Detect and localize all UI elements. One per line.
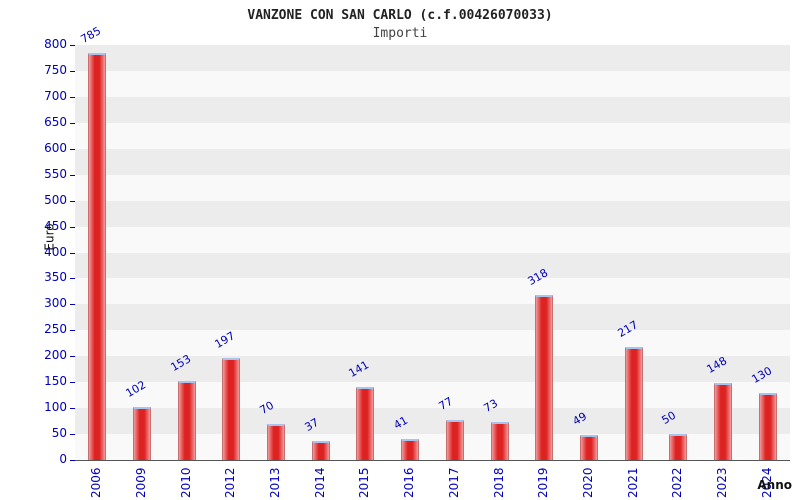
x-axis: 2006 2009 2010 2012 2013 2014 2015 2016 2017 2018…: [75, 462, 790, 500]
x-tick-label: 2006: [89, 467, 104, 498]
x-tick-label: 2013: [268, 467, 283, 498]
y-tick-mark: [70, 382, 75, 384]
bar-2006: [88, 52, 107, 460]
grid-band: [75, 45, 790, 71]
y-tick-mark: [70, 45, 75, 46]
y-tick-mark: [70, 434, 75, 436]
grid-band: [75, 330, 790, 357]
y-tick-label: 200: [44, 348, 67, 363]
y-tick-mark: [70, 70, 75, 72]
grid-band: [75, 96, 790, 123]
x-tick-label: 2020: [580, 467, 595, 498]
x-tick-label: 2017: [446, 467, 461, 498]
y-tick-label: 50: [51, 426, 67, 441]
bar-2023: [713, 383, 732, 460]
y-tick-mark: [70, 304, 75, 306]
y-tick-mark: [70, 122, 75, 124]
x-tick-label: 2014: [312, 467, 327, 498]
y-tick-label: 100: [44, 400, 67, 415]
y-tick-label: 350: [44, 270, 67, 285]
bar-2018: [490, 422, 509, 460]
bar-2012: [222, 357, 241, 460]
x-tick-label: 2012: [223, 467, 238, 498]
x-tick-label: 2019: [536, 467, 551, 498]
y-tick-mark: [70, 252, 75, 254]
x-tick-label: 2022: [670, 467, 685, 498]
y-tick-label: 650: [44, 114, 67, 129]
bar-2022: [669, 434, 688, 460]
plot-area: 785 102 153 197 70 37 141 41 77 73 318 49 217 50 148 13…: [75, 24, 790, 461]
bar-2016: [401, 438, 420, 460]
grid-band: [75, 278, 790, 305]
bar-2019: [535, 295, 554, 460]
y-tick-mark: [70, 330, 75, 332]
grid-band: [75, 304, 790, 331]
x-axis-title: Anno: [757, 478, 792, 492]
bar-2010: [177, 380, 196, 460]
bar-2014: [311, 440, 330, 460]
chart-title: VANZONE CON SAN CARLO (c.f.00426070033): [247, 8, 553, 23]
y-tick-mark: [70, 278, 75, 280]
x-tick-label: 2009: [134, 467, 149, 498]
y-tick-mark: [70, 356, 75, 358]
y-tick-label: 800: [44, 37, 67, 51]
bar-2024: [758, 392, 777, 460]
bar-2013: [267, 423, 286, 460]
grid-band: [75, 70, 790, 97]
y-tick-mark: [70, 460, 75, 461]
y-tick-label: 250: [44, 322, 67, 337]
y-tick-label: 400: [44, 244, 67, 259]
bar-2021: [624, 347, 643, 460]
grid-band: [75, 148, 790, 175]
y-tick-mark: [70, 200, 75, 202]
x-tick-label: 2021: [625, 467, 640, 498]
chart-subtitle: Importi: [372, 26, 428, 41]
y-tick-mark: [70, 226, 75, 228]
grid-band: [75, 200, 790, 227]
grid-band: [75, 252, 790, 279]
x-tick-label: 2023: [714, 467, 729, 498]
y-tick-mark: [70, 96, 75, 98]
grid-band: [75, 226, 790, 253]
x-tick-label: 2018: [491, 467, 506, 498]
bar-2020: [579, 434, 598, 460]
y-tick-label: 300: [44, 296, 67, 311]
y-tick-label: 0: [59, 452, 67, 466]
y-tick-label: 550: [44, 166, 67, 181]
y-tick-label: 600: [44, 140, 67, 155]
x-tick-label: 2010: [178, 467, 193, 498]
y-tick-mark: [70, 148, 75, 150]
bar-2015: [356, 386, 375, 460]
y-tick-label: 450: [44, 218, 67, 233]
x-tick-label: 2015: [357, 467, 372, 498]
y-tick-label: 500: [44, 192, 67, 207]
y-tick-label: 700: [44, 88, 67, 103]
y-tick-label: 150: [44, 374, 67, 389]
grid-band: [75, 356, 790, 383]
grid-band: [75, 174, 790, 201]
bar-2017: [445, 420, 464, 460]
y-tick-mark: [70, 408, 75, 410]
x-tick-label: 2016: [402, 467, 417, 498]
y-tick-label: 750: [44, 62, 67, 77]
bar-2009: [133, 407, 152, 460]
grid-band: [75, 122, 790, 149]
y-tick-mark: [70, 174, 75, 176]
